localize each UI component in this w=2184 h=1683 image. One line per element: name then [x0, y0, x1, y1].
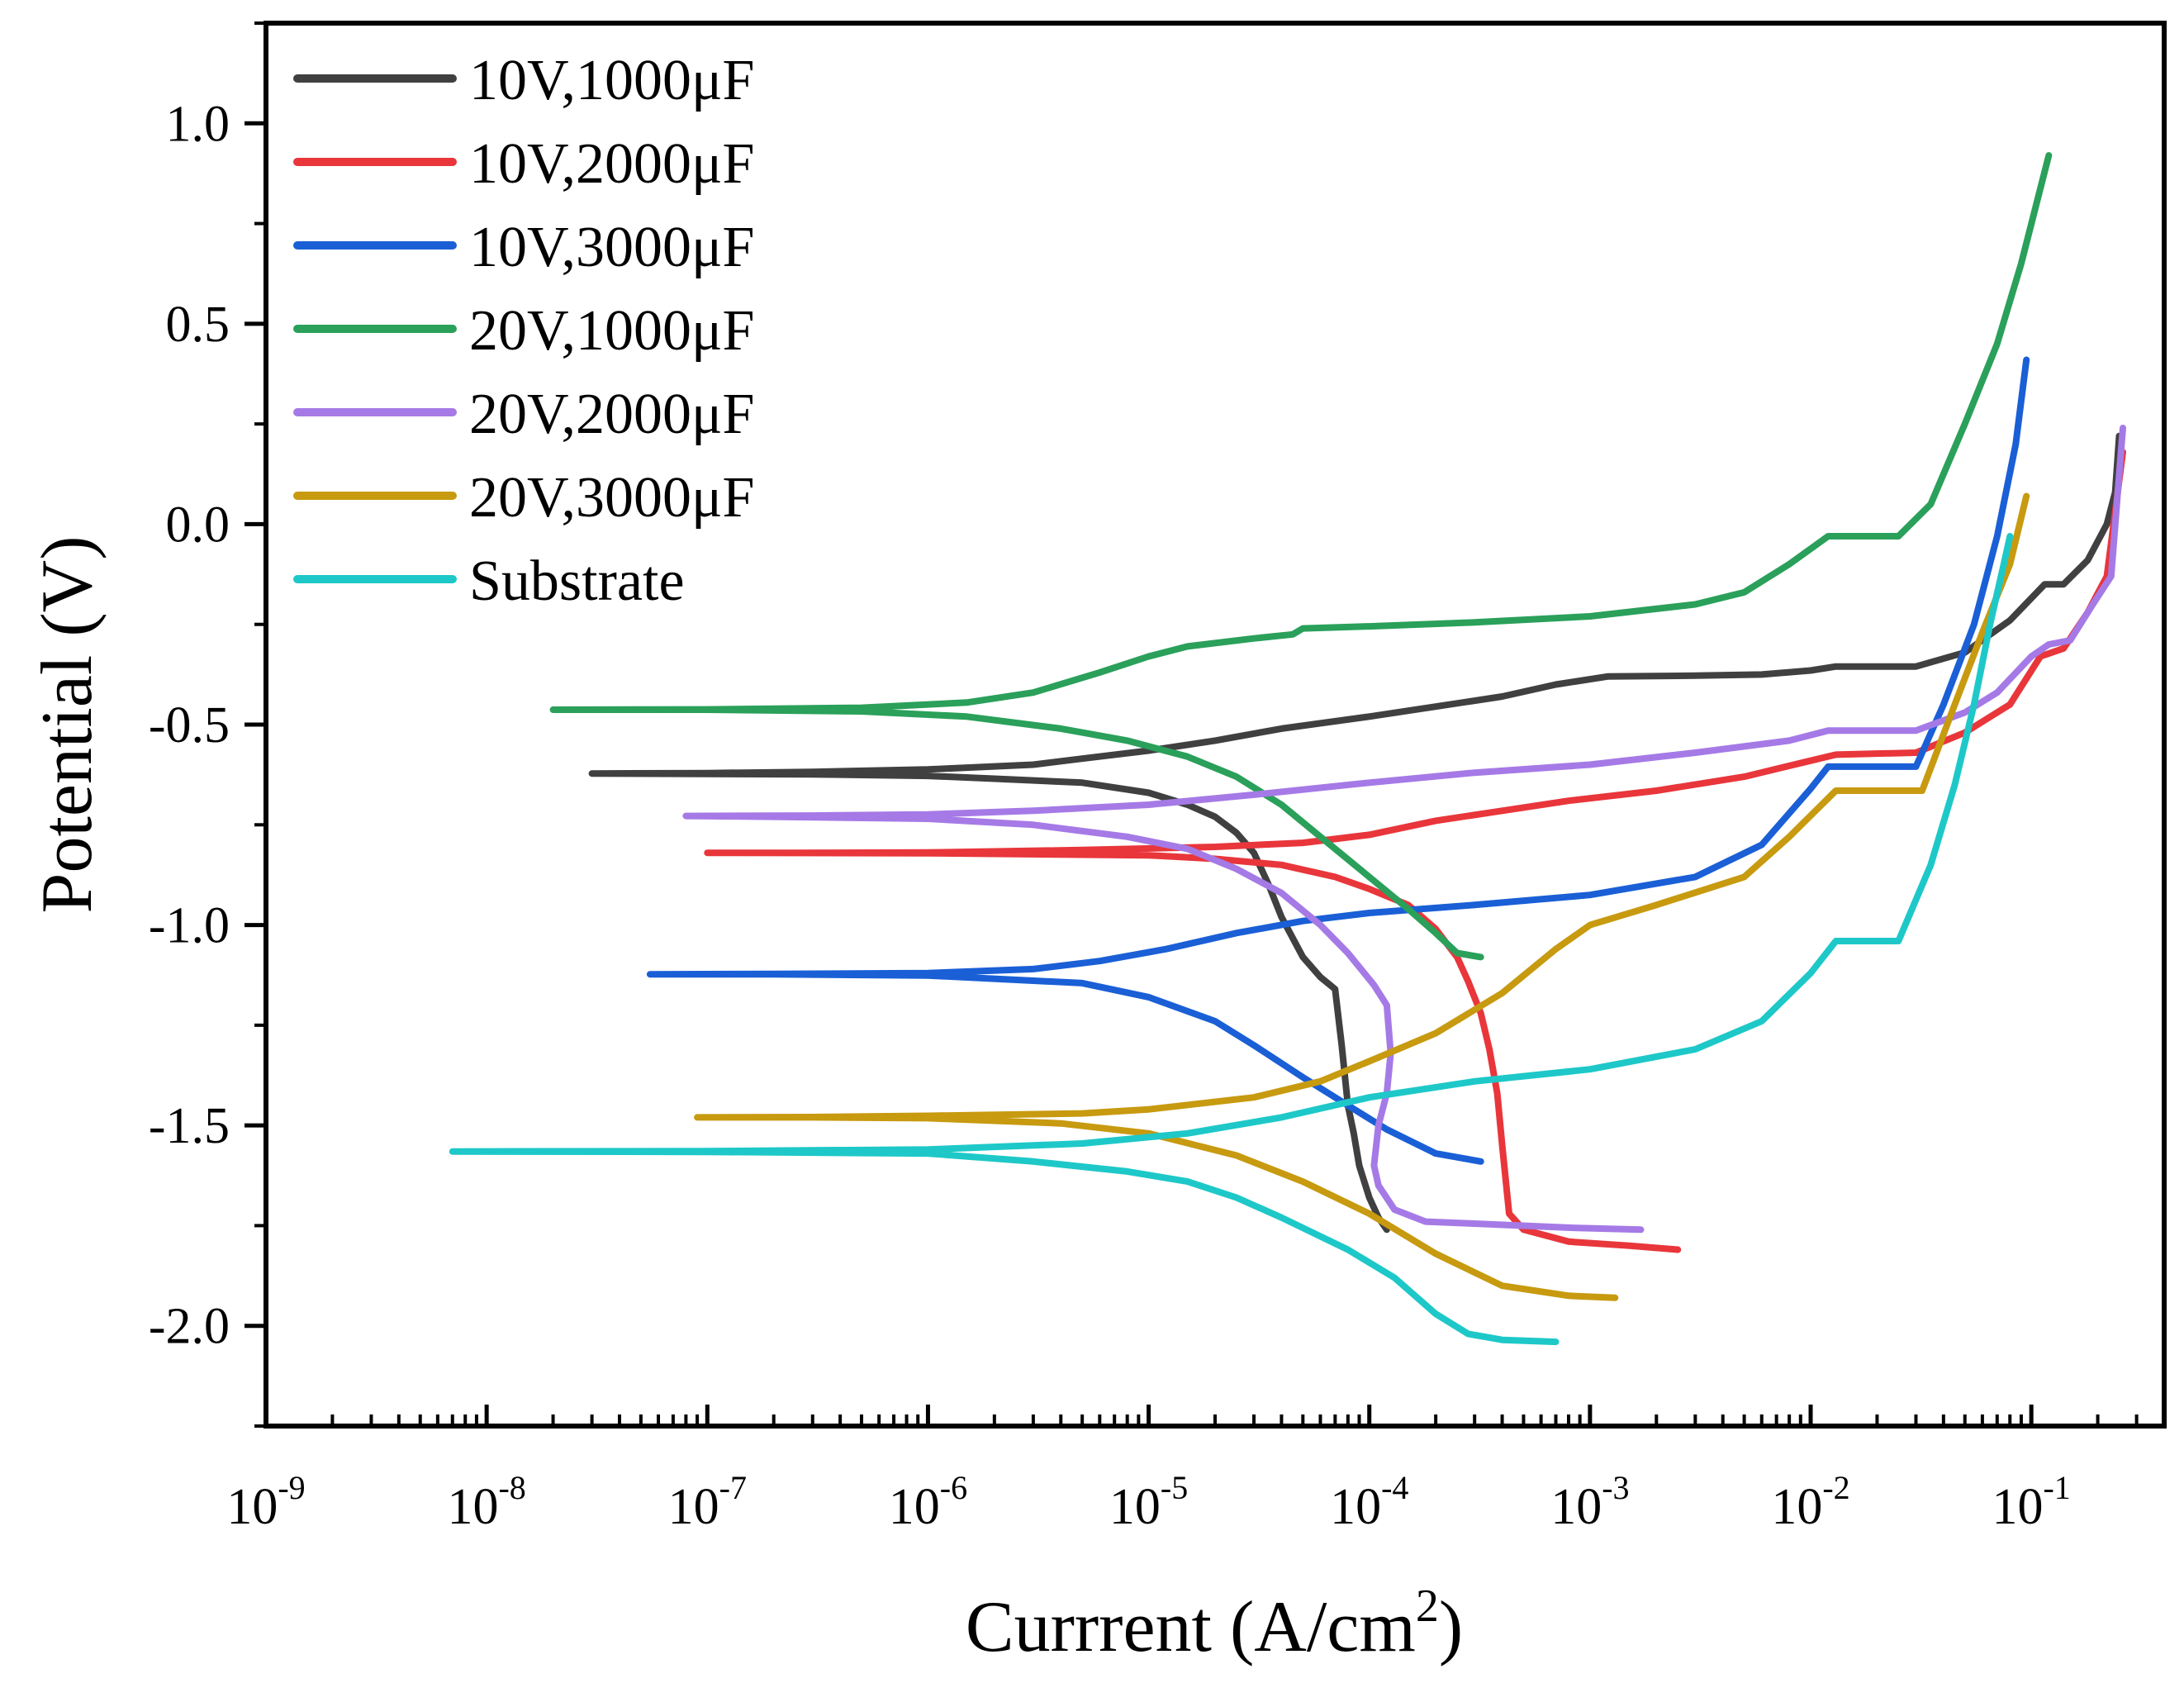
y-tick-label: 0.0: [166, 497, 230, 553]
series-line-1: [588, 432, 2123, 1234]
legend: 10V,1000μF 10V,2000μF 10V,3000μF 20V,1000μF…: [293, 49, 755, 613]
legend-label-3: 10V,3000μF: [469, 216, 755, 279]
legend-label-2: 10V,2000μF: [469, 132, 755, 196]
x-tick-label: 10-4: [1330, 1469, 1408, 1535]
x-tick-label: 10-9: [226, 1469, 305, 1535]
x-tick-label: 10-1: [1992, 1469, 2070, 1535]
x-axis: 10-9 10-8 10-7 10-6 10-5 10-4 10-3 10-2 10-1: [226, 1405, 2166, 1535]
series-lines: [449, 152, 2126, 1346]
y-tick-label: 0.5: [166, 297, 230, 353]
y-axis: 1.0 0.5 0.0 -0.5 -1.0 -1.5 -2.0: [149, 21, 266, 1428]
series-line-4: [549, 152, 2053, 961]
legend-label-6: 20V,3000μF: [469, 466, 755, 530]
series-line-3: [646, 356, 2030, 1165]
series-line-7: [449, 533, 2014, 1346]
y-tick-label: -0.5: [149, 697, 230, 754]
legend-label-5: 20V,2000μF: [469, 383, 755, 446]
y-tick-label: 1.0: [166, 96, 230, 152]
x-tick-label: 10-7: [668, 1469, 747, 1535]
x-tick-label: 10-8: [447, 1469, 525, 1535]
series-line-2: [704, 449, 2126, 1253]
x-axis-label: Currrent (A/cm2): [966, 1581, 1463, 1667]
legend-label-1: 10V,1000μF: [469, 49, 755, 112]
series-line-6: [694, 492, 2030, 1301]
x-tick-label: 10-5: [1109, 1469, 1188, 1535]
x-tick-label: 10-6: [889, 1469, 967, 1535]
y-tick-label: -1.5: [149, 1098, 230, 1154]
x-tick-label: 10-3: [1550, 1469, 1629, 1535]
y-tick-label: -2.0: [149, 1299, 230, 1355]
legend-label-4: 20V,1000μF: [469, 299, 755, 363]
legend-label-7: Substrate: [469, 549, 685, 613]
x-tick-label: 10-2: [1771, 1469, 1849, 1535]
y-tick-label: -1.0: [149, 898, 230, 954]
y-axis-label: Potential (V): [27, 535, 107, 913]
